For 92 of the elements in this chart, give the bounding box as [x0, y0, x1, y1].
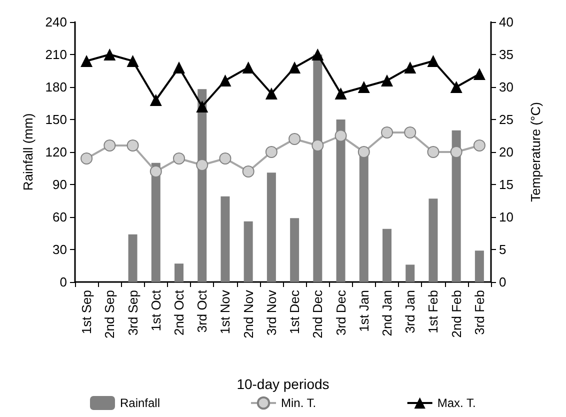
y-tick-label: 60 [52, 210, 67, 224]
point [427, 55, 440, 67]
point [288, 62, 301, 74]
y2-tick-label: 25 [499, 112, 514, 127]
x-tick-label: 2nd Jan [380, 290, 394, 336]
point [80, 152, 93, 164]
x-tick-label: 1st Jan [356, 290, 372, 332]
x-tick-label: 2nd Oct [172, 290, 186, 336]
point [219, 152, 232, 164]
point [381, 74, 393, 86]
point [150, 166, 162, 178]
y2-axis-title: Temperature (°C) [528, 102, 543, 202]
point [334, 88, 347, 100]
point [312, 140, 324, 152]
point [80, 55, 93, 67]
point [358, 146, 370, 158]
y2-tick-label: 5 [499, 242, 506, 257]
bar [174, 264, 184, 282]
x-tick-label: 2nd Dec [310, 290, 326, 338]
point [196, 159, 208, 171]
bar [151, 162, 160, 282]
y2-tick-label: 30 [499, 80, 514, 94]
point [404, 126, 416, 138]
x-tick-label: 3rd Feb [472, 290, 487, 335]
bar [406, 264, 415, 282]
point [173, 62, 185, 74]
point [427, 146, 440, 158]
y-tick-label: 210 [45, 47, 67, 62]
point [404, 62, 416, 74]
x-tick-label: 3rd Sep [125, 290, 140, 336]
point [265, 146, 278, 158]
x-tick-label: 3rd Jan [402, 290, 418, 334]
x-tick-label: 1st Nov [218, 290, 233, 334]
point [473, 68, 486, 80]
bar [313, 54, 322, 282]
point [196, 100, 208, 112]
point [358, 81, 370, 93]
point [219, 74, 232, 86]
y2-tick-label: 35 [499, 47, 514, 62]
x-tick-label: 1st Dec [287, 290, 302, 334]
point [334, 130, 347, 142]
x-tick-label: 1st Oct [148, 290, 164, 332]
x-tick-label: 1st Feb [426, 290, 441, 334]
x-tick-label: 3rd Oct [194, 290, 210, 333]
point [104, 48, 116, 60]
point [173, 152, 185, 164]
x-tick-label: 2nd Feb [448, 290, 464, 338]
point [242, 166, 254, 178]
bar [474, 250, 484, 282]
point [450, 81, 462, 93]
bar [220, 196, 230, 282]
bar [128, 234, 138, 282]
x-tick-label: 2nd Nov [240, 290, 256, 338]
point [473, 140, 486, 152]
legend-label: Min. T. [281, 396, 316, 410]
point [312, 48, 324, 60]
x-tick-label: 3rd Nov [264, 290, 279, 336]
x-axis-title: 10-day periods [236, 376, 330, 392]
x-tick-label: 1st Sep [79, 290, 94, 334]
point [288, 133, 301, 145]
y2-tick-label: 0 [499, 274, 506, 290]
legend-label: Max. T. [437, 396, 476, 410]
legend-label: Rainfall [120, 396, 160, 410]
x-tick-label: 2nd Sep [102, 290, 118, 338]
y-axis-title: Rainfall (mm) [20, 113, 36, 191]
y2-tick-label: 20 [499, 144, 514, 160]
point [381, 126, 393, 138]
point [242, 62, 254, 74]
bar [290, 218, 300, 282]
bar [382, 228, 392, 282]
bar [244, 221, 253, 282]
y-tick-label: 150 [45, 112, 67, 127]
bar [266, 172, 276, 282]
point [265, 88, 278, 100]
y2-tick-label: 15 [499, 177, 514, 192]
y-tick-label: 30 [52, 242, 67, 257]
point [450, 146, 462, 158]
point [126, 140, 139, 152]
y2-tick-label: 10 [499, 210, 514, 224]
bar [452, 130, 461, 282]
bar [336, 120, 346, 282]
bar [428, 198, 438, 282]
y2-tick-label: 40 [499, 14, 514, 30]
y-tick-label: 120 [45, 144, 67, 160]
point [104, 140, 116, 152]
y-tick-label: 180 [45, 80, 67, 94]
y-tick-label: 90 [52, 177, 67, 192]
x-tick-label: 3rd Dec [333, 290, 348, 336]
y-tick-label: 240 [45, 14, 67, 30]
point [126, 55, 139, 67]
y-tick-label: 0 [60, 274, 67, 290]
point [150, 94, 162, 106]
